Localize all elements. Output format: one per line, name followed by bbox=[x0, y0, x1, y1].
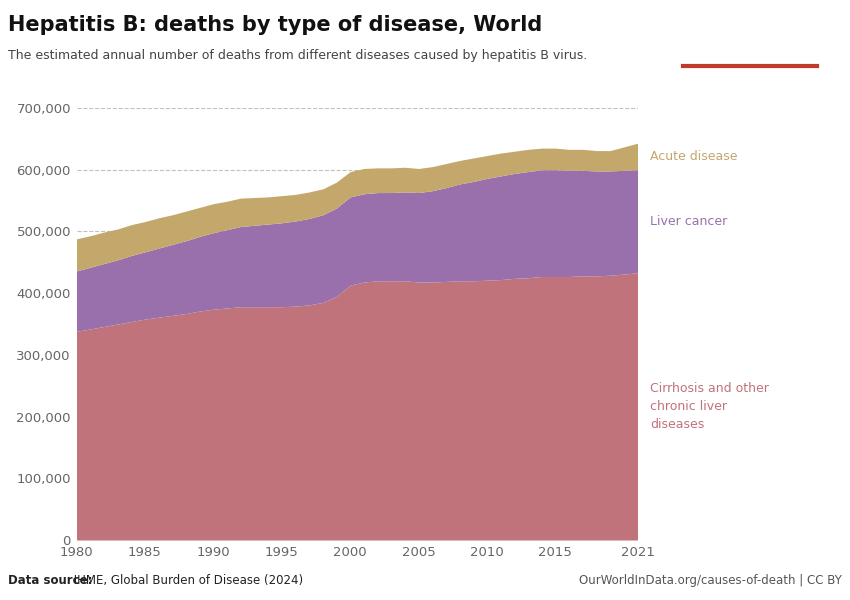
Text: in Data: in Data bbox=[728, 44, 773, 54]
Text: Hepatitis B: deaths by type of disease, World: Hepatitis B: deaths by type of disease, … bbox=[8, 15, 543, 35]
Text: Data source:: Data source: bbox=[8, 574, 93, 587]
Text: The estimated annual number of deaths from different diseases caused by hepatiti: The estimated annual number of deaths fr… bbox=[8, 49, 587, 62]
Text: OurWorldInData.org/causes-of-death | CC BY: OurWorldInData.org/causes-of-death | CC … bbox=[579, 574, 842, 587]
Text: Acute disease: Acute disease bbox=[650, 150, 738, 163]
Text: Cirrhosis and other
chronic liver
diseases: Cirrhosis and other chronic liver diseas… bbox=[650, 382, 769, 431]
Text: IHME, Global Burden of Disease (2024): IHME, Global Burden of Disease (2024) bbox=[70, 574, 303, 587]
Text: Our World: Our World bbox=[718, 27, 782, 37]
Text: Liver cancer: Liver cancer bbox=[650, 215, 728, 228]
